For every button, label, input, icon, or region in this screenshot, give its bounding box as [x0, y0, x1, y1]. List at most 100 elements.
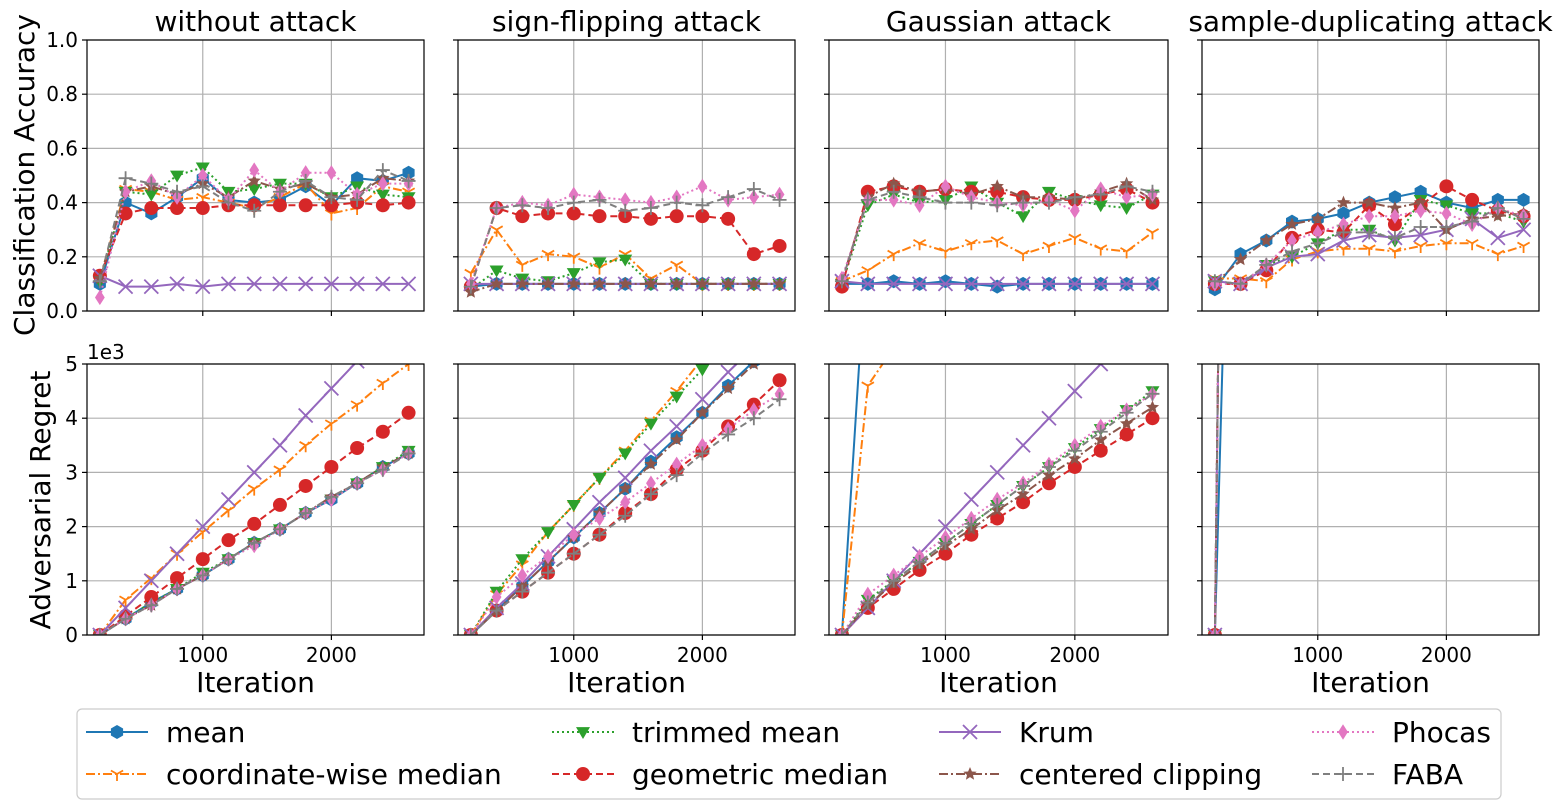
point-cc [1068, 451, 1082, 465]
point-cwm [1465, 238, 1479, 251]
point-cc [1311, 211, 1325, 225]
point-krum [272, 276, 288, 292]
point-cwm [722, 328, 734, 339]
point-krum [246, 464, 262, 481]
point-gm [272, 497, 287, 512]
point-gm [772, 238, 787, 253]
point-tm [247, 184, 262, 197]
point-krum [669, 418, 685, 434]
legend-marker-tm [576, 727, 590, 739]
x-tick-label: 2000 [1049, 643, 1100, 667]
point-phocas [377, 175, 388, 192]
point-cc [990, 179, 1004, 192]
point-faba [1093, 424, 1108, 439]
y-tick-label: 5 [65, 352, 78, 376]
point-krum [1067, 383, 1083, 399]
point-faba [170, 581, 185, 596]
axes-frame [457, 39, 796, 312]
point-gm [1439, 179, 1454, 194]
point-faba [272, 522, 287, 537]
point-krum [1041, 410, 1057, 426]
y-tick-label: 4 [65, 406, 78, 430]
point-krum [323, 276, 340, 292]
point-krum [937, 276, 954, 292]
point-cc [747, 276, 761, 290]
point-cwm [1491, 249, 1505, 262]
point-faba [247, 535, 262, 550]
point-cc [1414, 195, 1428, 209]
point-krum [720, 364, 736, 380]
point-cc [1336, 195, 1351, 209]
point-cwm [324, 209, 338, 221]
point-cwm [964, 238, 978, 251]
legend-label: FABA [1392, 758, 1463, 791]
point-faba [566, 195, 581, 210]
x-tick-label: 2000 [1421, 643, 1472, 667]
point-tm [566, 500, 581, 512]
point-faba [860, 595, 875, 610]
point-faba [515, 584, 530, 599]
point-faba [964, 195, 979, 210]
point-gm [221, 533, 236, 548]
series-group [1207, 179, 1532, 297]
series-line-gm [1213, 364, 1220, 635]
point-faba [592, 527, 607, 542]
point-mean [862, 222, 874, 236]
point-phocas [517, 567, 528, 584]
point-cwm [1336, 244, 1351, 256]
point-faba [350, 476, 365, 491]
point-gm [746, 247, 761, 262]
point-faba [990, 497, 1005, 512]
axes-frame [828, 363, 1169, 636]
point-krum [143, 573, 159, 589]
point-cwm [324, 419, 338, 431]
x-tick-label: 1000 [548, 643, 599, 667]
point-faba [170, 184, 185, 199]
point-krum [937, 518, 954, 535]
point-faba [92, 274, 107, 289]
point-cwm [350, 400, 364, 412]
x-tick-label: 2000 [677, 643, 728, 667]
point-cwm [861, 381, 875, 393]
legend: mean coordinate-wise median trimmed mean ge… [76, 708, 1502, 800]
series-line-mean [840, 364, 861, 635]
point-krum [195, 278, 211, 295]
x-tick-label: 1000 [920, 643, 971, 667]
x-tick-label: 1000 [177, 643, 228, 667]
point-phocas [197, 167, 208, 184]
point-cc [1094, 432, 1108, 446]
point-phocas [1121, 189, 1132, 205]
point-faba [1145, 184, 1160, 199]
point-faba [541, 201, 556, 216]
point-krum [1118, 276, 1135, 292]
point-faba [144, 598, 159, 613]
point-tm [592, 257, 607, 270]
point-faba [272, 184, 287, 199]
point-cwm [1016, 249, 1030, 262]
point-faba [463, 628, 478, 635]
point-krum [169, 276, 185, 292]
point-krum [694, 391, 711, 407]
point-faba [1233, 276, 1248, 291]
point-tm [618, 254, 633, 267]
point-cc [695, 405, 709, 419]
accuracy-panel [1197, 39, 1540, 316]
point-faba [1516, 211, 1531, 226]
point-faba [772, 192, 787, 207]
point-krum [747, 341, 761, 355]
point-phocas [326, 165, 337, 181]
point-cc [695, 276, 709, 290]
point-gm [170, 201, 185, 216]
point-phocas [748, 402, 759, 418]
point-gm [324, 459, 339, 474]
point-gm [1093, 443, 1108, 458]
point-faba [1465, 214, 1480, 229]
legend-marker-cc [963, 767, 977, 780]
point-krum [1041, 276, 1057, 292]
point-faba [1413, 219, 1428, 234]
point-faba [1259, 257, 1274, 272]
y-tick-label: 0.0 [46, 299, 78, 323]
series-line-mean [1213, 364, 1224, 635]
point-krum [1335, 232, 1352, 249]
